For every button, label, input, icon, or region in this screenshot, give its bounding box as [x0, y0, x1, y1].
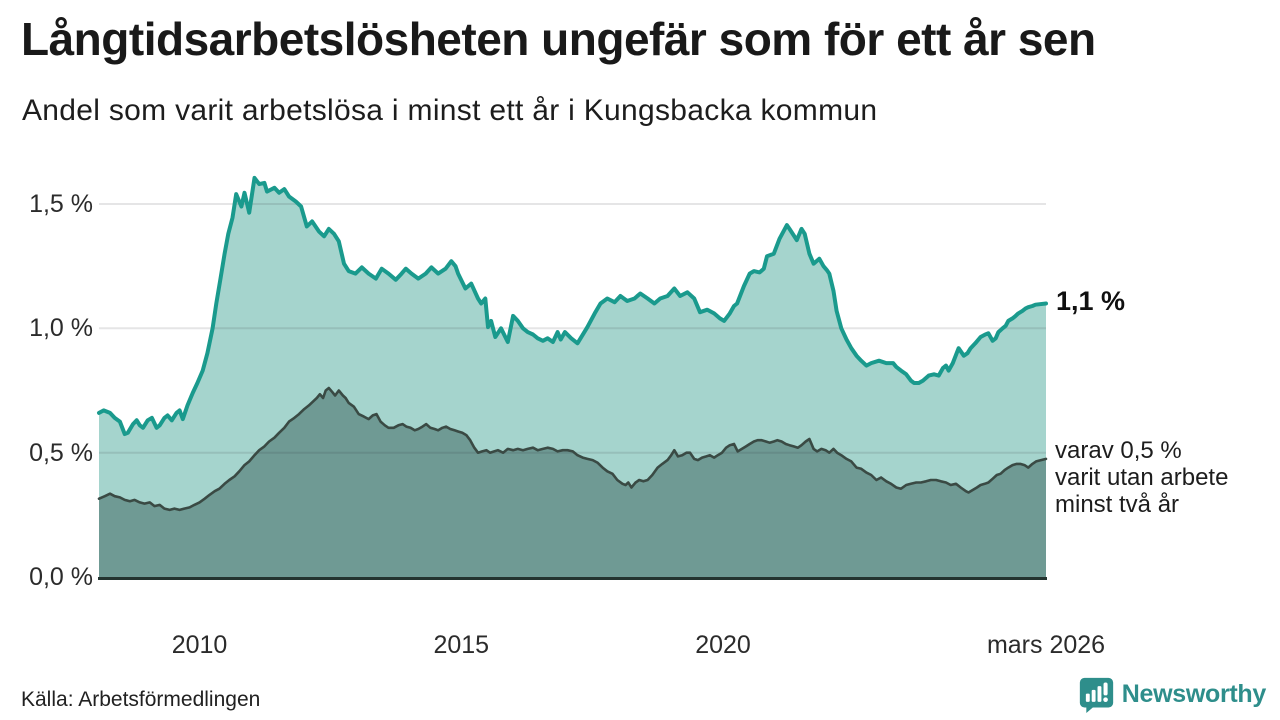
- x-tick-label: 2015: [433, 631, 490, 659]
- area-two-year: [99, 388, 1046, 577]
- x-tick-label: mars 2026: [986, 631, 1106, 659]
- two-year-annotation-line2: varit utan arbete: [1055, 463, 1229, 491]
- newsworthy-bubble-chart-icon: [1078, 676, 1115, 713]
- page-subtitle: Andel som varit arbetslösa i minst ett å…: [22, 94, 878, 127]
- y-tick-label: 1,5 %: [29, 190, 93, 218]
- two-year-annotation-line1: varav 0,5 %: [1055, 436, 1182, 464]
- x-tick-label: 2020: [695, 631, 751, 659]
- line-total: [97, 175, 1048, 436]
- y-tick-label: 0,0 %: [29, 563, 93, 591]
- newsworthy-logo: Newsworthy: [1078, 676, 1266, 713]
- y-tick-label: 1,0 %: [29, 314, 93, 343]
- source-credit: Källa: Arbetsförmedlingen: [21, 688, 261, 711]
- two-year-annotation-line3: minst två år: [1055, 490, 1180, 518]
- y-tick-label: 0,5 %: [29, 438, 93, 467]
- latest-total-annotation: 1,1 %: [1056, 286, 1126, 317]
- x-tick-label: 2010: [171, 631, 228, 659]
- two-year-annotation: varav 0,5 % varit utan arbete minst två …: [1055, 437, 1228, 518]
- page-title: Långtidsarbetslösheten ungefär som för e…: [21, 13, 1096, 65]
- newsworthy-wordmark: Newsworthy: [1121, 680, 1267, 708]
- line-two-year: [97, 386, 1048, 512]
